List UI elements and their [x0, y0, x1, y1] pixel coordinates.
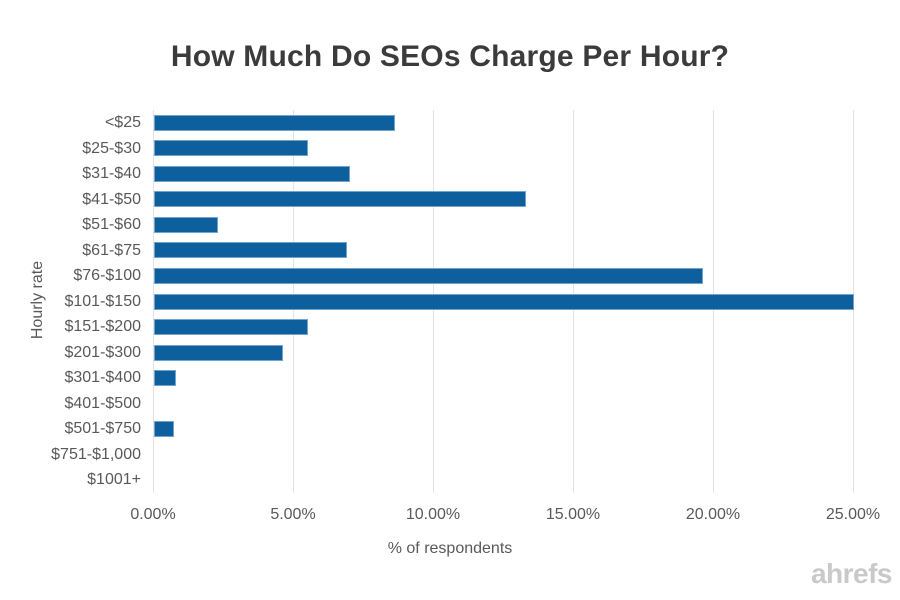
ahrefs-logo: ahrefs [810, 558, 893, 589]
x-tick-label: 5.00% [270, 506, 316, 523]
bar-$76-$100 [154, 267, 703, 284]
bar-$201-$300 [154, 344, 283, 361]
x-axis-tick-labels: 0.00% 5.00% 10.00% 15.00% 20.00% 25.00% [0, 506, 900, 528]
y-tick-label: $76-$100 [73, 267, 141, 285]
y-tick-label: $41-$50 [82, 190, 141, 208]
bar-<$25 [154, 114, 395, 131]
bar-$51-$60 [154, 216, 219, 233]
gridline-0.00% [153, 110, 154, 493]
x-tick-label: 0.00% [130, 506, 176, 523]
y-tick-label: $25-$30 [82, 139, 141, 157]
x-tick-label: 10.00% [405, 506, 461, 523]
bar-$31-$40 [154, 165, 350, 182]
y-tick-label: $751-$1,000 [51, 445, 141, 463]
bar-$501-$750 [154, 421, 174, 438]
bar-$151-$200 [154, 319, 308, 336]
x-tick-label: 25.00% [825, 506, 881, 523]
y-tick-label: $1001+ [87, 471, 141, 489]
y-tick-label: $51-$60 [82, 216, 141, 234]
y-tick-label: $501-$750 [64, 420, 141, 438]
bar-$301-$400 [154, 370, 177, 387]
y-tick-label: $31-$40 [82, 165, 141, 183]
chart-title: How Much Do SEOs Charge Per Hour? [170, 40, 730, 73]
plot-area [153, 110, 854, 493]
x-tick-label: 20.00% [685, 506, 741, 523]
y-axis-tick-labels: <$25 $25-$30 $31-$40 $41-$50 $51-$60 $61-$75 $… [0, 110, 141, 493]
y-tick-label: $201-$300 [64, 343, 141, 361]
x-tick-label: 15.00% [545, 506, 601, 523]
bar-$41-$50 [154, 191, 527, 208]
bar-$25-$30 [154, 140, 308, 157]
bar-$61-$75 [154, 242, 348, 259]
y-tick-label: $301-$400 [64, 369, 141, 387]
y-tick-label: <$25 [104, 114, 141, 131]
y-tick-label: $61-$75 [82, 241, 141, 259]
y-tick-label: $401-$500 [64, 394, 141, 412]
x-axis-title: % of respondents [387, 540, 513, 557]
y-tick-label: $101-$150 [64, 292, 141, 310]
y-tick-label: $151-$200 [64, 318, 141, 336]
bar-$101-$150 [154, 293, 854, 310]
